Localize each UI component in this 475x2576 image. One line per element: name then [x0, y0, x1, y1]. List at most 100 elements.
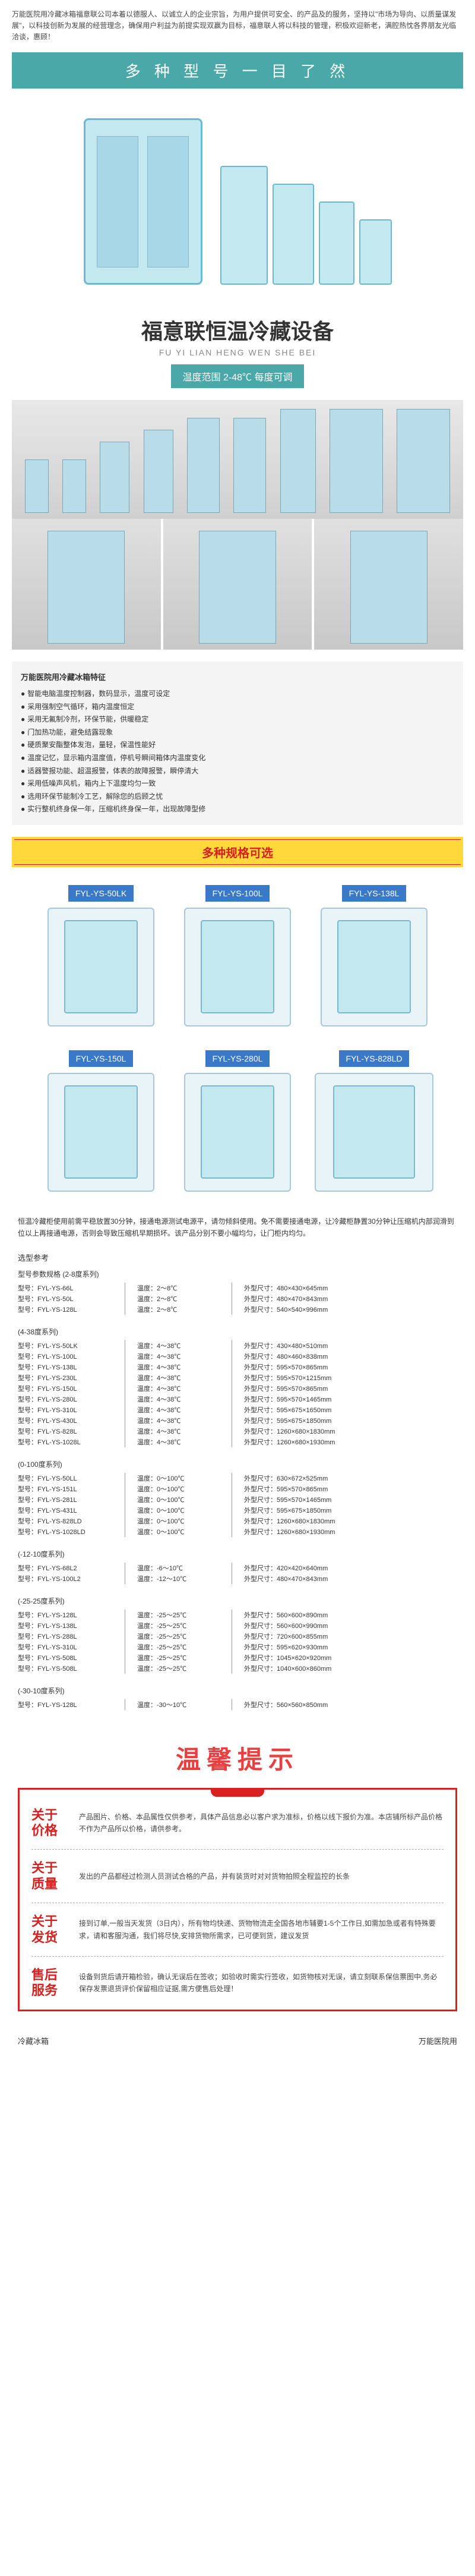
param-section-title: (-25-25度系列) [18, 1596, 457, 1606]
hero-tag: 温度范围 2-48℃ 每度可调 [171, 364, 305, 388]
spec-card: FYL-YS-828LD [315, 1050, 433, 1198]
param-temp: 温度：4～38℃ [125, 1351, 232, 1362]
param-model: 型号：FYL-YS-508L [18, 1663, 125, 1674]
param-size: 外型尺寸：480×470×843mm [232, 1573, 398, 1584]
warm-row: 关于发货接到订单,一般当天发货（3日内），所有物均快递、货物物流走全国各地市辅要… [31, 1903, 444, 1956]
param-model: 型号：FYL-YS-280L [18, 1394, 125, 1404]
feature-item: 门加热功能，避免结露现象 [21, 726, 454, 739]
spec-banner-text: 多种规格可选 [14, 839, 461, 865]
param-temp: 温度：4～38℃ [125, 1437, 232, 1447]
feature-item: 采用低噪声风机，箱内上下温度均匀一致 [21, 777, 454, 791]
hero-images [12, 100, 463, 303]
param-row: 型号：FYL-YS-508L 温度：-25～25℃ 外型尺寸：1040×600×… [18, 1663, 457, 1674]
param-row: 型号：FYL-YS-151L 温度：0～100℃ 外型尺寸：595×570×86… [18, 1484, 457, 1494]
feature-item: 采用强制空气循环，箱内温度恒定 [21, 701, 454, 714]
spec-image [321, 908, 428, 1026]
param-row: 型号：FYL-YS-1028LD 温度：0～100℃ 外型尺寸：1260×680… [18, 1526, 457, 1537]
param-size: 外型尺寸：430×480×510mm [232, 1340, 398, 1351]
feature-item: 选用环保节能制冷工艺，解除您的后顾之忧 [21, 791, 454, 804]
warm-label: 售后服务 [31, 1967, 79, 1999]
param-temp: 温度：-25～25℃ [125, 1610, 232, 1620]
param-row: 型号：FYL-YS-138L 温度：4～38℃ 外型尺寸：595×570×865… [18, 1362, 457, 1372]
spec-image [48, 908, 154, 1026]
spec-card: FYL-YS-150L [42, 1050, 160, 1198]
spec-code: FYL-YS-100L [205, 885, 270, 902]
param-section: (-25-25度系列) 型号：FYL-YS-128L 温度：-25～25℃ 外型尺… [18, 1596, 457, 1674]
param-temp: 温度：-6～10℃ [125, 1563, 232, 1573]
footer-right: 万能医院用 [419, 2035, 457, 2046]
spec-card: FYL-YS-50LK [42, 885, 160, 1032]
param-model: 型号：FYL-YS-50LL [18, 1473, 125, 1484]
param-row: 型号：FYL-YS-66L 温度：2～8℃ 外型尺寸：480×430×645mm [18, 1283, 457, 1293]
params-section: 选型参考 型号参数规格 (2-8度系列)型号：FYL-YS-66L 温度：2～8… [18, 1252, 457, 1710]
param-size: 外型尺寸：595×620×930mm [232, 1642, 398, 1652]
param-size: 外型尺寸：1260×680×1930mm [232, 1437, 398, 1447]
param-row: 型号：FYL-YS-230L 温度：4～38℃ 外型尺寸：595×570×121… [18, 1372, 457, 1383]
usage-note: 恒温冷藏柜使用前需平稳放置30分钟，接通电源测试电源平，请勿倾斜使用。免不需要接… [0, 1215, 475, 1240]
param-model: 型号：FYL-YS-288L [18, 1631, 125, 1642]
param-temp: 温度：4～38℃ [125, 1404, 232, 1415]
param-model: 型号：FYL-YS-138L [18, 1620, 125, 1631]
param-size: 外型尺寸：595×675×1650mm [232, 1404, 398, 1415]
spec-grid: FYL-YS-50LK FYL-YS-100L FYL-YS-138L FYL-… [12, 885, 463, 1198]
param-row: 型号：FYL-YS-50LK 温度：4～38℃ 外型尺寸：430×480×510… [18, 1340, 457, 1351]
warm-text: 发出的产品都经过检测人员测试合格的产品，并有装货时对对货物拍照全程监控的长条 [79, 1870, 444, 1882]
param-model: 型号：FYL-YS-128L [18, 1610, 125, 1620]
param-temp: 温度：4～38℃ [125, 1415, 232, 1426]
spec-card: FYL-YS-100L [178, 885, 297, 1032]
param-model: 型号：FYL-YS-128L [18, 1699, 125, 1710]
feature-item: 硬质聚安酯整体发泡，量轻，保温性能好 [21, 739, 454, 752]
param-row: 型号：FYL-YS-128L 温度：-25～25℃ 外型尺寸：560×600×8… [18, 1610, 457, 1620]
warm-row: 关于价格产品图片、价格、本品属性仅供参考，具体产品信息必以客户求为准标，价格以线… [20, 1790, 455, 1850]
intro-paragraph: 万能医院用冷藏冰箱福意联公司本着以德服人、以诚立人的企业宗旨，为用户提供可安全、… [0, 0, 475, 52]
param-section: (0-100度系列)型号：FYL-YS-50LL 温度：0～100℃ 外型尺寸：… [18, 1459, 457, 1537]
param-size: 外型尺寸：720×600×855mm [232, 1631, 398, 1642]
param-temp: 温度：0～100℃ [125, 1484, 232, 1494]
param-size: 外型尺寸：630×672×525mm [232, 1473, 398, 1484]
param-row: 型号：FYL-YS-281L 温度：0～100℃ 外型尺寸：595×570×14… [18, 1494, 457, 1505]
hero-section: 福意联恒温冷藏设备 FU YI LIAN HENG WEN SHE BEI 温度… [12, 100, 463, 388]
param-row: 型号：FYL-YS-100L2 温度：-12～10℃ 外型尺寸：480×470×… [18, 1573, 457, 1584]
param-row: 型号：FYL-YS-288L 温度：-25～25℃ 外型尺寸：720×600×8… [18, 1631, 457, 1642]
param-size: 外型尺寸：560×560×850mm [232, 1699, 398, 1710]
param-temp: 温度：4～38℃ [125, 1426, 232, 1437]
param-temp: 温度：4～38℃ [125, 1362, 232, 1372]
param-model: 型号：FYL-YS-100L2 [18, 1573, 125, 1584]
param-row: 型号：FYL-YS-100L 温度：4～38℃ 外型尺寸：480×460×838… [18, 1351, 457, 1362]
param-model: 型号：FYL-YS-1028L [18, 1437, 125, 1447]
param-model: 型号：FYL-YS-310L [18, 1404, 125, 1415]
param-size: 外型尺寸：540×540×996mm [232, 1304, 398, 1315]
param-row: 型号：FYL-YS-431L 温度：0～100℃ 外型尺寸：595×675×18… [18, 1505, 457, 1516]
param-size: 外型尺寸：595×570×1465mm [232, 1394, 398, 1404]
hero-subtitle: FU YI LIAN HENG WEN SHE BEI [12, 348, 463, 357]
params-title: 选型参考 [18, 1252, 457, 1263]
param-size: 外型尺寸：595×570×865mm [232, 1484, 398, 1494]
param-temp: 温度：0～100℃ [125, 1473, 232, 1484]
feature-item: 实行整机终身保一年，压缩机终身保一年，出现故障型修 [21, 803, 454, 816]
param-size: 外型尺寸：595×675×1850mm [232, 1415, 398, 1426]
param-temp: 温度：-25～25℃ [125, 1663, 232, 1674]
warm-row: 关于质量发出的产品都经过检测人员测试合格的产品，并有装货时对对货物拍照全程监控的… [31, 1849, 444, 1903]
param-temp: 温度：4～38℃ [125, 1340, 232, 1351]
footer: 冷藏冰箱 万能医院用 [0, 2029, 475, 2064]
features-box: 万能医院用冷藏冰箱特征 智能电脑温度控制器，数码显示，温度可设定采用强制空气循环… [12, 662, 463, 825]
param-size: 外型尺寸：595×570×865mm [232, 1383, 398, 1394]
spec-code: FYL-YS-138L [342, 885, 407, 902]
param-row: 型号：FYL-YS-828L 温度：4～38℃ 外型尺寸：1260×680×18… [18, 1426, 457, 1437]
param-model: 型号：FYL-YS-430L [18, 1415, 125, 1426]
param-size: 外型尺寸：560×600×990mm [232, 1620, 398, 1631]
warm-text: 设备到货后请开箱检验，确认无误后在签收；如验收时需实行签收，如货物核对无误，请立… [79, 1971, 444, 1995]
param-model: 型号：FYL-YS-230L [18, 1372, 125, 1383]
param-model: 型号：FYL-YS-508L [18, 1652, 125, 1663]
param-temp: 温度：0～100℃ [125, 1494, 232, 1505]
param-row: 型号：FYL-YS-430L 温度：4～38℃ 外型尺寸：595×675×185… [18, 1415, 457, 1426]
param-row: 型号：FYL-YS-1028L 温度：4～38℃ 外型尺寸：1260×680×1… [18, 1437, 457, 1447]
param-section: (-12-10度系列)型号：FYL-YS-68L2 温度：-6～10℃ 外型尺寸… [18, 1549, 457, 1584]
spec-image [184, 908, 291, 1026]
param-section: (-30-10度系列)型号：FYL-YS-128L 温度：-30～10℃ 外型尺… [18, 1686, 457, 1710]
param-row: 型号：FYL-YS-280L 温度：4～38℃ 外型尺寸：595×570×146… [18, 1394, 457, 1404]
param-row: 型号：FYL-YS-508L 温度：-25～25℃ 外型尺寸：1045×620×… [18, 1652, 457, 1663]
param-section-title: (4-38度系列) [18, 1327, 457, 1337]
features-title: 万能医院用冷藏冰箱特征 [21, 670, 454, 684]
param-temp: 温度：0～100℃ [125, 1526, 232, 1537]
